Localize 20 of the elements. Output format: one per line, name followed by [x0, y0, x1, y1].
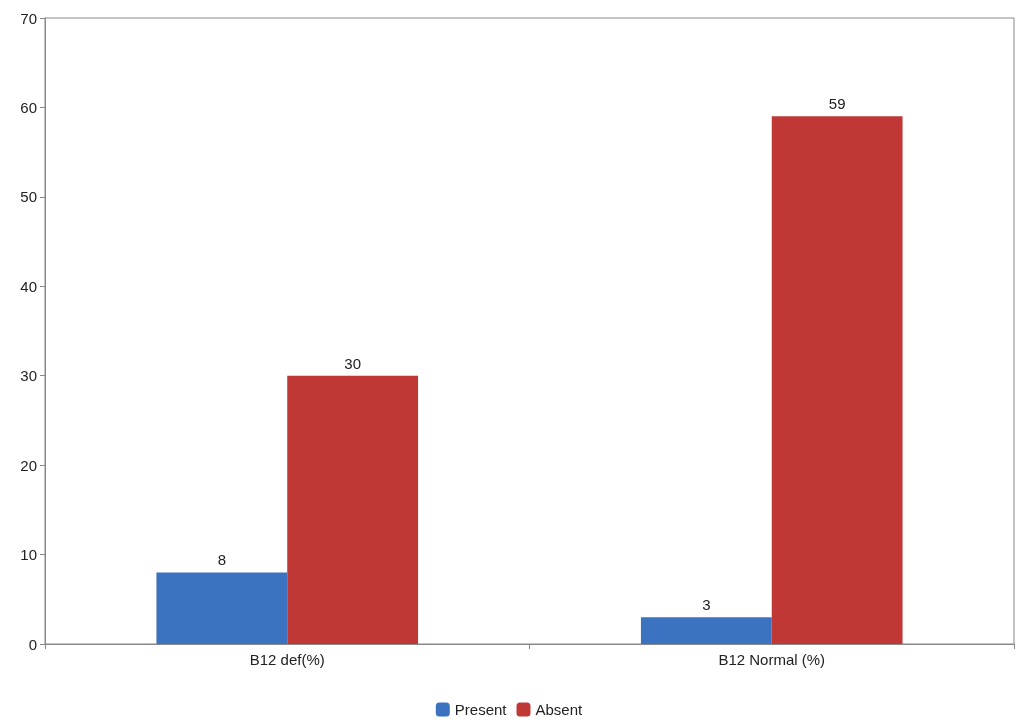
- y-tick-label: 70: [20, 9, 37, 27]
- y-tick-label: 30: [20, 367, 37, 385]
- data-label: 3: [702, 596, 711, 614]
- legend-label: Absent: [535, 701, 584, 718]
- y-tick-label: 60: [20, 98, 37, 116]
- y-tick-label: 10: [20, 546, 37, 564]
- bar: [287, 375, 419, 644]
- legend-label: Present: [454, 701, 508, 718]
- y-tick-label: 40: [20, 277, 37, 295]
- bar: [156, 572, 288, 644]
- x-tick-label: B12 Normal (%): [718, 651, 826, 668]
- x-tick-label: B12 def(%): [249, 651, 325, 668]
- y-tick-label: 0: [28, 635, 37, 653]
- data-label: 59: [828, 95, 846, 113]
- bar: [640, 617, 772, 644]
- data-label: 8: [217, 551, 227, 569]
- y-tick-label: 20: [20, 456, 37, 474]
- bar: [771, 116, 903, 644]
- y-tick-label: 50: [20, 188, 37, 206]
- data-label: 30: [344, 354, 361, 372]
